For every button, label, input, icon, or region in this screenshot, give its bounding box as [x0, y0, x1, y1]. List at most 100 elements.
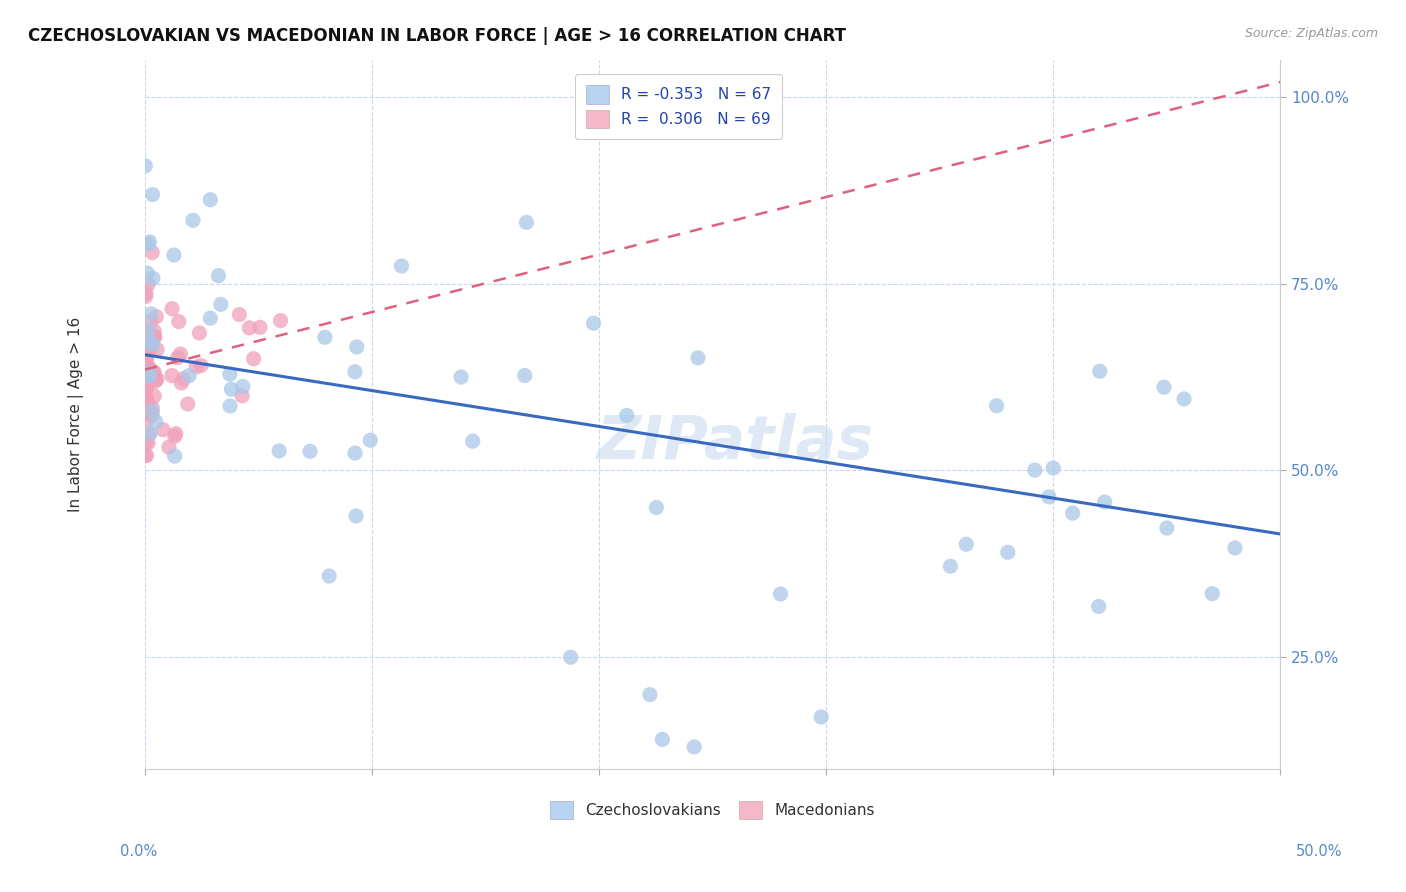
Point: [134, 369, 156, 384]
Point: [134, 159, 156, 173]
Point: [299, 444, 322, 458]
Point: [645, 500, 668, 515]
Point: [200, 311, 222, 326]
Point: [134, 364, 156, 378]
Text: 50.0%: 50.0%: [1296, 845, 1343, 859]
Point: [769, 587, 792, 601]
Point: [1094, 495, 1116, 509]
Point: [134, 355, 156, 369]
Point: [141, 403, 163, 417]
Point: [143, 330, 166, 344]
Point: [135, 289, 157, 303]
Point: [1062, 506, 1084, 520]
Point: [157, 440, 180, 454]
Point: [135, 391, 157, 405]
Point: [134, 353, 156, 368]
Point: [1173, 392, 1195, 406]
Point: [136, 397, 159, 411]
Point: [145, 415, 167, 429]
Point: [177, 397, 200, 411]
Point: [939, 559, 962, 574]
Point: [986, 399, 1008, 413]
Point: [343, 365, 366, 379]
Point: [135, 285, 157, 300]
Point: [1087, 599, 1109, 614]
Text: Source: ZipAtlas.com: Source: ZipAtlas.com: [1244, 27, 1378, 40]
Text: CZECHOSLOVAKIAN VS MACEDONIAN IN LABOR FORCE | AGE > 16 CORRELATION CHART: CZECHOSLOVAKIAN VS MACEDONIAN IN LABOR F…: [28, 27, 846, 45]
Point: [135, 342, 157, 356]
Point: [270, 313, 292, 327]
Point: [190, 359, 212, 373]
Point: [135, 436, 157, 450]
Point: [138, 366, 160, 380]
Point: [228, 308, 250, 322]
Point: [616, 409, 638, 423]
Point: [138, 334, 160, 349]
Point: [810, 710, 832, 724]
Point: [134, 383, 156, 397]
Point: [513, 368, 536, 383]
Point: [141, 401, 163, 415]
Text: 0.0%: 0.0%: [120, 845, 156, 859]
Point: [461, 434, 484, 449]
Point: [269, 444, 291, 458]
Point: [143, 324, 166, 338]
Point: [135, 351, 157, 366]
Point: [166, 351, 188, 365]
Point: [135, 380, 157, 394]
Point: [686, 351, 709, 365]
Point: [136, 237, 159, 252]
Point: [138, 235, 160, 249]
Point: [1156, 521, 1178, 535]
Point: [683, 739, 706, 754]
Point: [141, 187, 163, 202]
Point: [134, 393, 156, 408]
Point: [145, 310, 167, 324]
Point: [359, 434, 381, 448]
Legend: Czechoslovakians, Macedonians: Czechoslovakians, Macedonians: [544, 795, 882, 825]
Point: [138, 369, 160, 384]
Point: [143, 375, 166, 389]
Point: [134, 381, 156, 395]
Point: [160, 301, 183, 316]
Point: [135, 326, 157, 340]
Point: [135, 357, 157, 371]
Point: [651, 732, 673, 747]
Point: [138, 323, 160, 337]
Point: [221, 382, 243, 396]
Point: [143, 330, 166, 344]
Point: [139, 314, 162, 328]
Point: [209, 297, 232, 311]
Point: [582, 316, 605, 330]
Point: [135, 391, 157, 405]
Point: [218, 367, 240, 381]
Point: [207, 268, 229, 283]
Text: In Labor Force | Age > 16: In Labor Force | Age > 16: [69, 317, 84, 512]
Point: [173, 372, 195, 386]
Point: [152, 423, 174, 437]
Point: [142, 365, 165, 379]
Point: [249, 320, 271, 334]
Point: [344, 508, 367, 523]
Point: [1088, 364, 1111, 378]
Point: [136, 435, 159, 450]
Point: [1201, 586, 1223, 600]
Point: [231, 389, 253, 403]
Point: [391, 259, 413, 273]
Point: [135, 368, 157, 383]
Point: [136, 347, 159, 361]
Point: [142, 338, 165, 352]
Point: [136, 277, 159, 292]
Point: [346, 340, 368, 354]
Point: [143, 370, 166, 384]
Point: [167, 314, 190, 328]
Point: [135, 376, 157, 391]
Point: [138, 427, 160, 442]
Point: [135, 449, 157, 463]
Point: [139, 426, 162, 441]
Point: [232, 379, 254, 393]
Point: [135, 413, 157, 427]
Point: [955, 537, 977, 551]
Point: [165, 426, 187, 441]
Point: [139, 307, 162, 321]
